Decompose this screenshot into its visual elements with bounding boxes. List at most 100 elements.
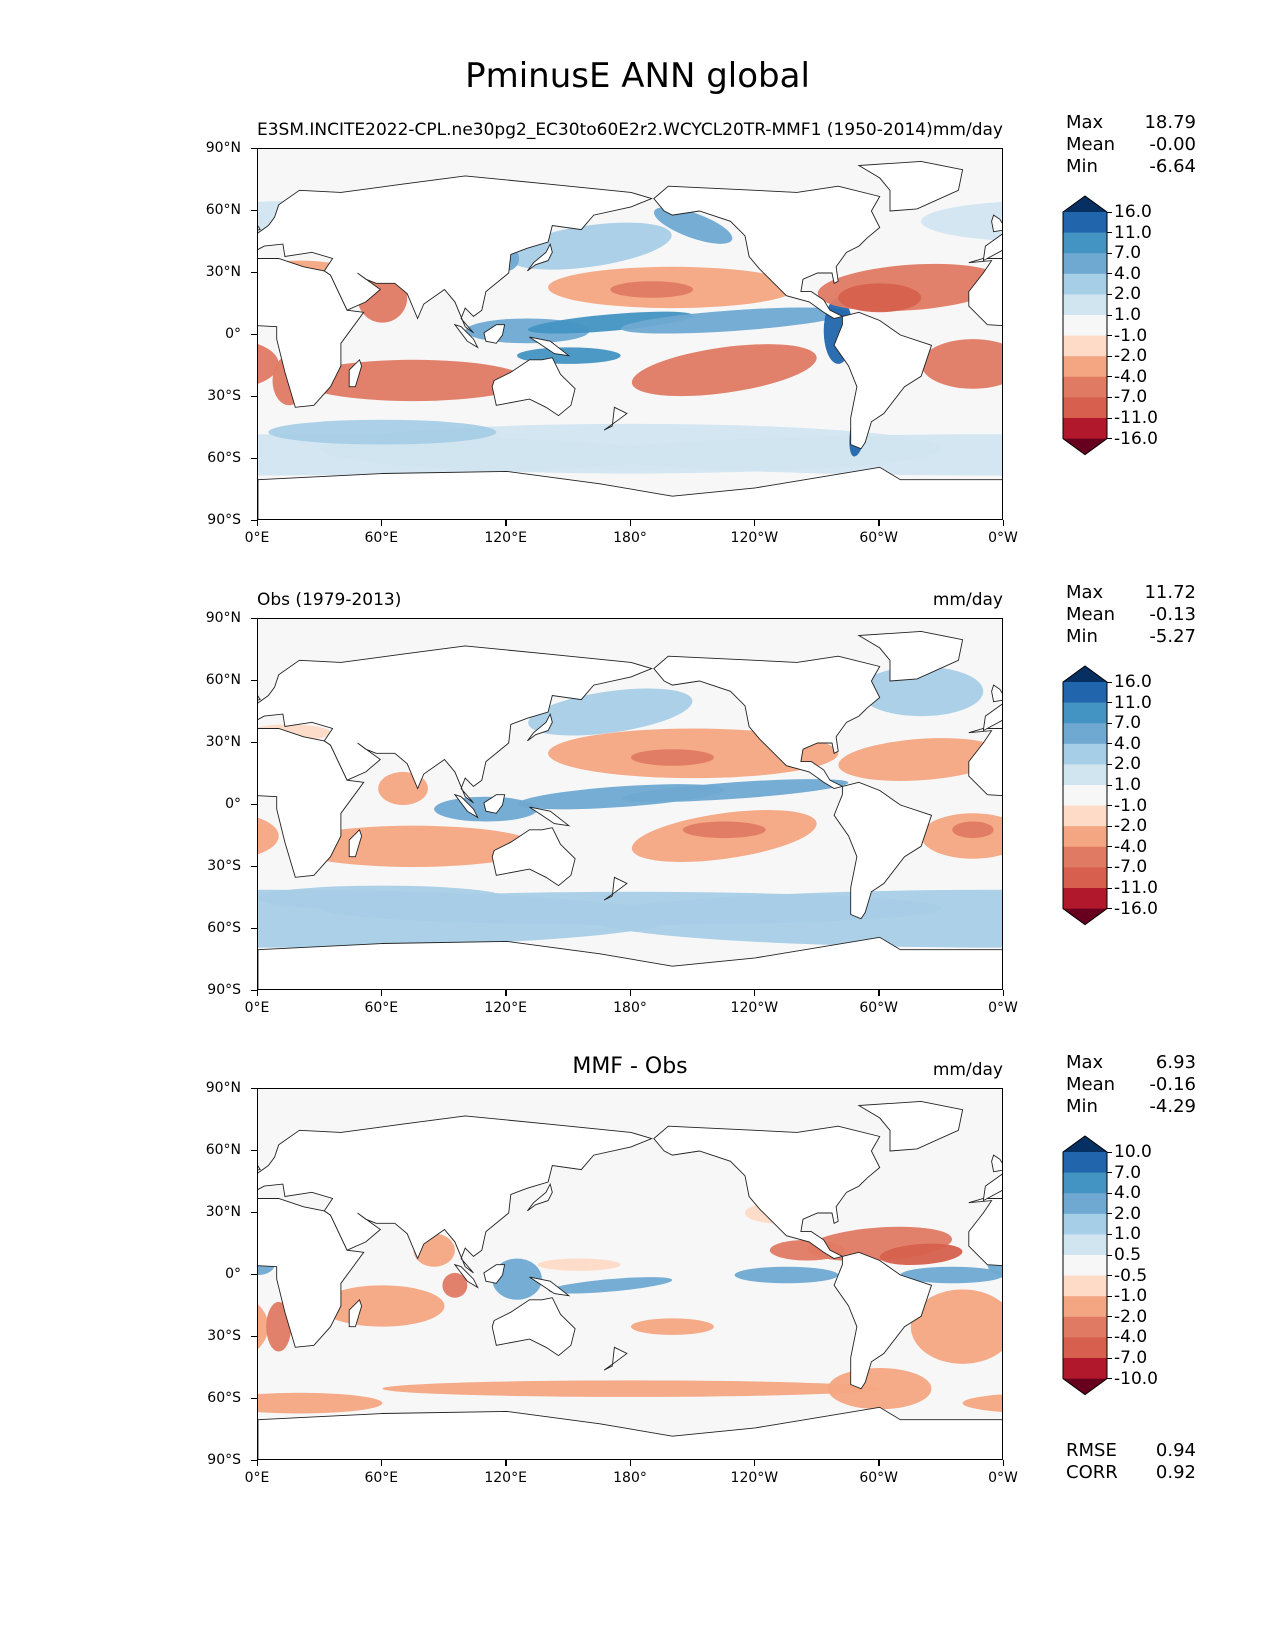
- field-region: [838, 283, 922, 313]
- colorbar-level-label: -2.0: [1114, 1306, 1148, 1327]
- colorbar-tickmark: [1107, 1192, 1112, 1194]
- land-africa: [968, 258, 1002, 326]
- lon-tick-label: 180°: [613, 1000, 647, 1016]
- stat-row: Max 6.93: [1066, 1052, 1196, 1074]
- colorbar-segment: [1063, 1193, 1107, 1215]
- lat-tick-label: 30°N: [205, 264, 241, 280]
- coastlines: [258, 630, 1002, 989]
- lat-tickmark: [251, 989, 257, 991]
- stat-row: Min -5.27: [1066, 626, 1196, 648]
- field-region: [900, 1266, 1002, 1284]
- lat-tick-label: 90°N: [205, 1080, 241, 1096]
- lon-tick-label: 120°E: [484, 530, 527, 546]
- lat-tick-label: 60°N: [205, 1142, 241, 1158]
- lat-tick-label: 90°N: [205, 140, 241, 156]
- field-region: [258, 1392, 383, 1414]
- lon-tick-label: 120°W: [730, 1470, 779, 1486]
- lat-tick-label: 60°S: [207, 450, 241, 466]
- map-diff: [257, 1088, 1003, 1460]
- lat-tick-label: 60°N: [205, 202, 241, 218]
- field-region: [266, 1301, 292, 1352]
- stat-label: Min: [1066, 156, 1098, 177]
- colorbar-tickmark: [1107, 1378, 1112, 1380]
- colorbar-level-label: 1.0: [1114, 775, 1142, 795]
- lon-tick-label: 60°W: [859, 530, 898, 546]
- colorbar-level-label: 16.0: [1114, 202, 1152, 222]
- field-region: [631, 749, 714, 766]
- colorbar-level-label: -10.0: [1114, 1368, 1158, 1389]
- lon-tickmark: [629, 520, 631, 526]
- stat-label: Max: [1066, 1052, 1104, 1073]
- stat-value: -6.64: [1149, 156, 1196, 177]
- colorbar-segment: [1063, 335, 1107, 357]
- colorbar-level-label: -7.0: [1114, 857, 1148, 878]
- stat-value: 6.93: [1155, 1052, 1196, 1073]
- stat-label: Max: [1066, 112, 1104, 133]
- land-uk: [258, 1165, 261, 1171]
- colorbar-tickmark: [1107, 1213, 1112, 1215]
- lat-tickmark: [251, 457, 257, 459]
- colorbar-level-label: 7.0: [1114, 243, 1142, 264]
- field-region: [492, 1258, 542, 1300]
- stat-value: -0.00: [1149, 134, 1196, 155]
- field-region: [631, 344, 817, 397]
- colorbar-segment: [1063, 1337, 1107, 1359]
- colorbar-level-label: 2.0: [1114, 284, 1142, 305]
- lon-tick-label: 60°W: [859, 1000, 898, 1016]
- colorbar-segment: [1063, 211, 1107, 233]
- lat-tick-label: 90°S: [207, 982, 241, 998]
- field-region: [320, 891, 942, 925]
- lon-tick-label: 60°W: [859, 1470, 898, 1486]
- stat-value: -4.29: [1149, 1096, 1196, 1117]
- lat-tickmark: [251, 1335, 257, 1337]
- colorbar-segment: [1063, 805, 1107, 827]
- lon-tick-label: 60°E: [364, 1470, 399, 1486]
- lat-tickmark: [251, 679, 257, 681]
- colorbar-segment: [1063, 376, 1107, 398]
- land-madagascar: [348, 358, 363, 388]
- colorbar-tickmark: [1107, 743, 1112, 745]
- metric-label: CORR: [1066, 1462, 1118, 1483]
- lon-tickmark: [505, 520, 507, 526]
- colorbar-segment: [1063, 417, 1107, 439]
- lat-tickmark: [251, 1397, 257, 1399]
- land-nz: [603, 1346, 628, 1371]
- colorbar-tickmark: [1107, 1151, 1112, 1153]
- stat-label: Min: [1066, 1096, 1098, 1117]
- land-eurasia: [258, 175, 654, 334]
- field-region: [527, 311, 693, 334]
- lat-tickmark: [251, 617, 257, 619]
- colorbar-level-label: 2.0: [1114, 754, 1142, 775]
- colorbar-level-label: -1.0: [1114, 1286, 1148, 1307]
- lat-tick-label: 0°: [225, 1266, 241, 1282]
- colorbar-segment: [1063, 253, 1107, 275]
- colorbar-tickmark: [1107, 908, 1112, 910]
- land-japan: [527, 1182, 553, 1212]
- lat-tickmark: [251, 803, 257, 805]
- land-eurasia: [982, 1173, 1002, 1202]
- land-namerica: [653, 655, 881, 789]
- land-samerica: [833, 781, 933, 920]
- colorbar-segment: [1063, 846, 1107, 868]
- colorbar-extend-max: [1063, 195, 1107, 212]
- stat-label: Mean: [1066, 604, 1116, 625]
- colorbar-outline: [1062, 665, 1108, 926]
- lon-tick-label: 120°E: [484, 1000, 527, 1016]
- land-africa: [258, 1198, 365, 1348]
- land-antarctica: [258, 466, 1002, 519]
- lon-tickmark: [753, 990, 756, 996]
- map-model: [257, 148, 1003, 520]
- land-australia: [491, 1297, 576, 1357]
- colorbar-obs: [1062, 665, 1108, 926]
- colorbar-level-label: -4.0: [1114, 836, 1148, 857]
- map-canvas-diff: [258, 1089, 1002, 1459]
- stats-model: Max 18.79 Mean -0.00 Min -6.64: [1066, 112, 1196, 178]
- colorbar-tickmark: [1107, 376, 1112, 378]
- land-eurasia: [982, 703, 1002, 732]
- lat-tick-label: 60°S: [207, 1390, 241, 1406]
- colorbar-level-label: -2.0: [1114, 816, 1148, 837]
- colorbar-segment: [1063, 1357, 1107, 1379]
- colorbar-tickmark: [1107, 211, 1112, 213]
- panel-units-diff: mm/day: [932, 1060, 1003, 1080]
- stat-label: Mean: [1066, 1074, 1116, 1095]
